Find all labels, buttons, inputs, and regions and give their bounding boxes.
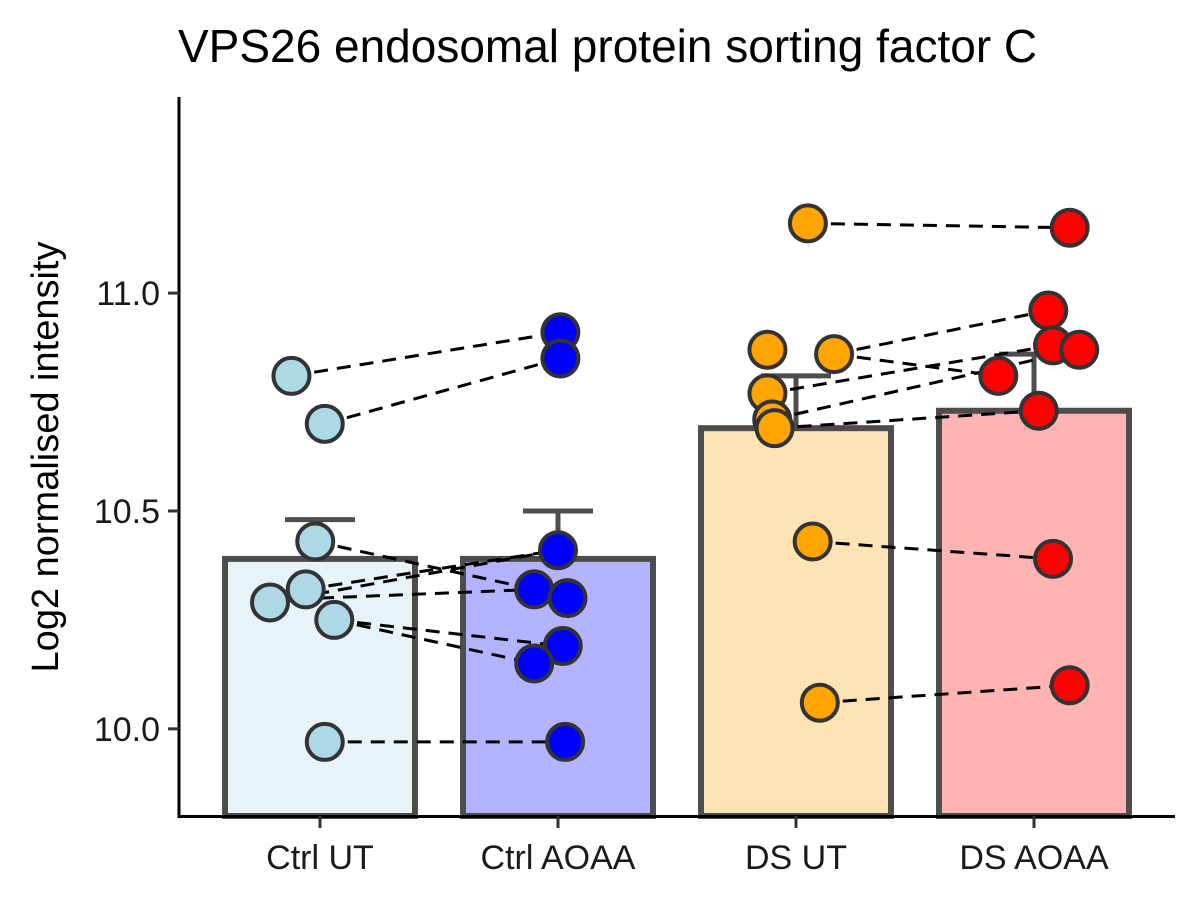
- pair-line-1: [324, 357, 561, 426]
- pair-line-6: [334, 618, 563, 648]
- point-3-4: [978, 355, 1019, 396]
- point-3-1: [1028, 290, 1069, 331]
- pair-line-15: [812, 539, 1054, 561]
- axes-layer: [177, 97, 1175, 818]
- point-1-6: [514, 643, 555, 684]
- pair-line-14: [774, 409, 1039, 430]
- paired-lines-layer: [269, 221, 1080, 744]
- bars-layer: [222, 407, 1132, 819]
- pair-line-11: [833, 352, 999, 378]
- point-0-5: [314, 599, 355, 640]
- point-3-5: [1018, 390, 1059, 431]
- pair-line-13: [771, 348, 1080, 421]
- point-2-5: [754, 408, 795, 449]
- point-1-4: [547, 578, 588, 619]
- point-2-6: [792, 521, 833, 562]
- point-3-7: [1049, 665, 1090, 706]
- pair-line-7: [333, 618, 535, 665]
- point-0-6: [304, 721, 345, 762]
- y-tick-label-2: 11.0: [96, 275, 160, 313]
- bar-2: [698, 425, 894, 819]
- point-3-6: [1033, 538, 1074, 579]
- pair-line-10: [833, 309, 1049, 356]
- point-2-2: [814, 334, 855, 375]
- x-tick-label-2: DS UT: [745, 839, 847, 877]
- pair-line-9: [807, 221, 1070, 230]
- point-0-0: [271, 355, 312, 396]
- point-3-3: [1059, 329, 1100, 370]
- point-2-0: [787, 203, 828, 244]
- pair-line-2: [314, 540, 535, 591]
- point-0-1: [304, 403, 345, 444]
- point-1-5: [542, 626, 583, 667]
- point-0-3: [285, 569, 326, 610]
- point-3-0: [1049, 207, 1090, 248]
- point-0-4: [250, 582, 291, 623]
- y-tick-label-1: 10.5: [94, 493, 160, 531]
- point-2-1: [747, 329, 788, 370]
- x-tick-label-0: Ctrl UT: [266, 839, 374, 877]
- pair-line-4: [319, 587, 535, 600]
- point-1-7: [545, 721, 586, 762]
- x-ticks-layer: Ctrl UT Ctrl AOAA DS UT DS AOAA: [266, 816, 1109, 877]
- pair-line-16: [819, 683, 1070, 705]
- pair-line-12: [767, 343, 1054, 395]
- pair-line-0: [291, 330, 561, 378]
- point-1-3: [514, 569, 555, 610]
- point-1-1: [540, 338, 581, 379]
- point-2-7: [799, 682, 840, 723]
- y-axis-title: Log2 normalised intensity: [25, 242, 67, 673]
- chart-title: VPS26 endosomal protein sorting factor C: [178, 20, 1037, 72]
- points-layer: [250, 203, 1100, 762]
- y-ticks-layer: 10.0 10.5 11.0: [94, 275, 179, 749]
- point-0-2: [295, 521, 336, 562]
- x-tick-label-1: Ctrl AOAA: [481, 839, 636, 877]
- bar-3: [936, 407, 1132, 819]
- point-1-2: [538, 530, 578, 571]
- y-tick-label-0: 10.0: [94, 711, 160, 749]
- x-tick-label-3: DS AOAA: [959, 839, 1109, 877]
- pair-line-3: [305, 548, 559, 591]
